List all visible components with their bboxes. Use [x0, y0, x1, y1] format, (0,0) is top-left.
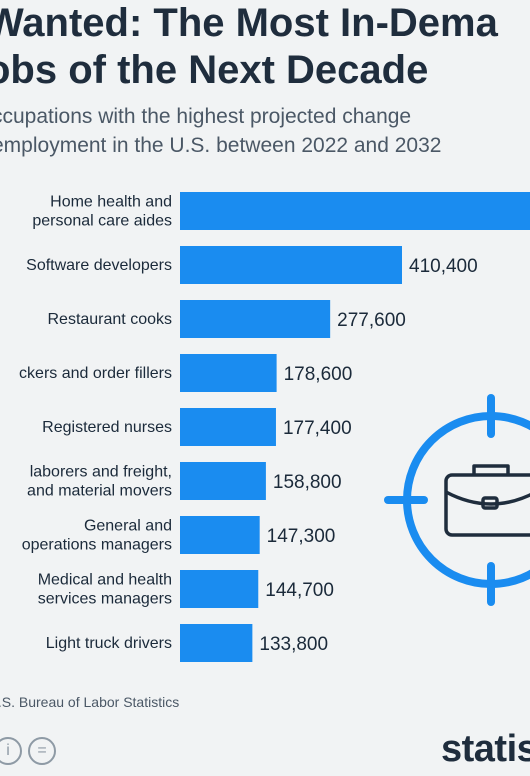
- bar-1: [180, 246, 402, 284]
- category-label-3: ckers and order fillers: [19, 365, 172, 382]
- bar-chart: Home health and personal care aides Softwa…: [19, 192, 530, 662]
- value-label-4: 177,400: [283, 418, 352, 439]
- value-label-8: 133,800: [259, 634, 328, 655]
- category-label-7: Medical and health services managers: [38, 572, 172, 608]
- bar-7: [180, 570, 259, 608]
- category-label-5: laborers and freight, and material movers: [27, 464, 172, 500]
- value-label-7: 144,700: [265, 580, 334, 601]
- chart-subtitle: ccupations with the highest projected ch…: [0, 102, 441, 160]
- bar-0: [180, 192, 530, 230]
- bar-6: [180, 516, 260, 554]
- value-label-1: 410,400: [409, 256, 478, 277]
- bar-8: [180, 624, 253, 662]
- person-icon: i: [0, 737, 22, 765]
- brand-logo: statis: [441, 728, 530, 770]
- bar-2: [180, 300, 331, 338]
- bar-3: [180, 354, 277, 392]
- bar-5: [180, 462, 266, 500]
- title-line-1: Wanted: The Most In-Dema: [0, 1, 498, 45]
- source-note: : U.S. Bureau of Labor Statistics: [0, 694, 180, 710]
- value-label-6: 147,300: [267, 526, 336, 547]
- value-label-5: 158,800: [273, 472, 342, 493]
- subtitle-line-2: employment in the U.S. between 2022 and …: [0, 134, 442, 157]
- category-label-8: Light truck drivers: [46, 635, 172, 652]
- title-line-2: obs of the Next Decade: [0, 48, 429, 92]
- value-label-3: 178,600: [284, 364, 353, 385]
- bar-4: [180, 408, 276, 446]
- equals-icon: =: [28, 737, 56, 765]
- category-label-1: Software developers: [26, 257, 172, 274]
- category-label-4: Registered nurses: [42, 419, 172, 436]
- license-icons: i =: [0, 737, 56, 765]
- subtitle-line-1: ccupations with the highest projected ch…: [0, 105, 412, 128]
- chart-title: Wanted: The Most In-Dema obs of the Next…: [0, 0, 498, 94]
- category-label-2: Restaurant cooks: [47, 311, 172, 328]
- value-label-2: 277,600: [337, 310, 406, 331]
- category-label-0: Home health and personal care aides: [32, 194, 172, 230]
- category-label-6: General and operations managers: [22, 518, 172, 554]
- target-briefcase-icon: [384, 394, 530, 606]
